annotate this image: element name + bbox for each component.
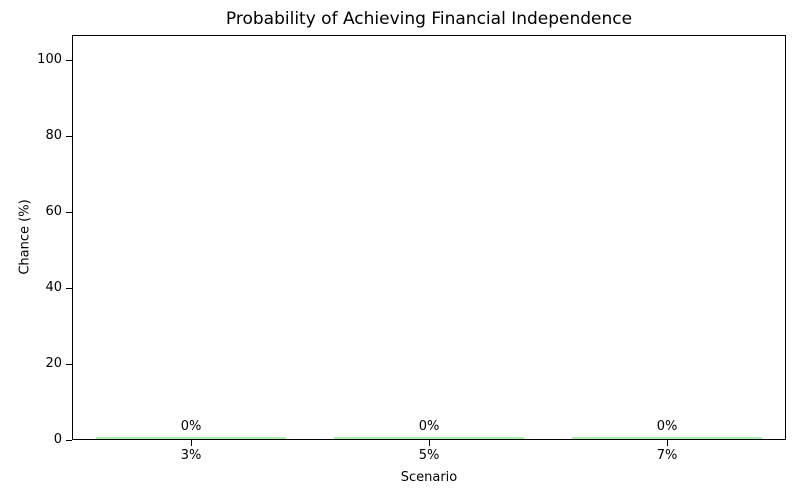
y-axis-label: Chance (%): [17, 199, 33, 275]
x-tick-mark: [428, 440, 430, 446]
x-tick-mark: [666, 440, 668, 446]
bar: [572, 437, 762, 439]
bar: [96, 437, 286, 439]
bar: [334, 437, 524, 439]
y-tick-mark: [66, 287, 72, 289]
x-axis-label: Scenario: [400, 470, 458, 485]
y-tick-label: 60: [45, 204, 62, 219]
x-tick-mark: [190, 440, 192, 446]
y-tick-mark: [66, 211, 72, 213]
y-tick-label: 40: [45, 280, 62, 295]
y-tick-mark: [66, 363, 72, 365]
x-tick-label: 7%: [656, 448, 678, 463]
y-tick-label: 0: [53, 432, 62, 447]
y-tick-label: 100: [37, 52, 62, 67]
bar-value-label: 0%: [418, 419, 440, 434]
x-tick-label: 5%: [418, 448, 440, 463]
x-tick-label: 3%: [180, 448, 202, 463]
y-tick-mark: [66, 135, 72, 137]
bar-value-label: 0%: [180, 419, 202, 434]
bar-value-label: 0%: [656, 419, 678, 434]
y-tick-mark: [66, 59, 72, 61]
y-tick-label: 20: [45, 356, 62, 371]
y-tick-mark: [66, 439, 72, 441]
y-tick-label: 80: [45, 128, 62, 143]
plot-area: [72, 35, 786, 440]
chart-title: Probability of Achieving Financial Indep…: [225, 9, 633, 29]
